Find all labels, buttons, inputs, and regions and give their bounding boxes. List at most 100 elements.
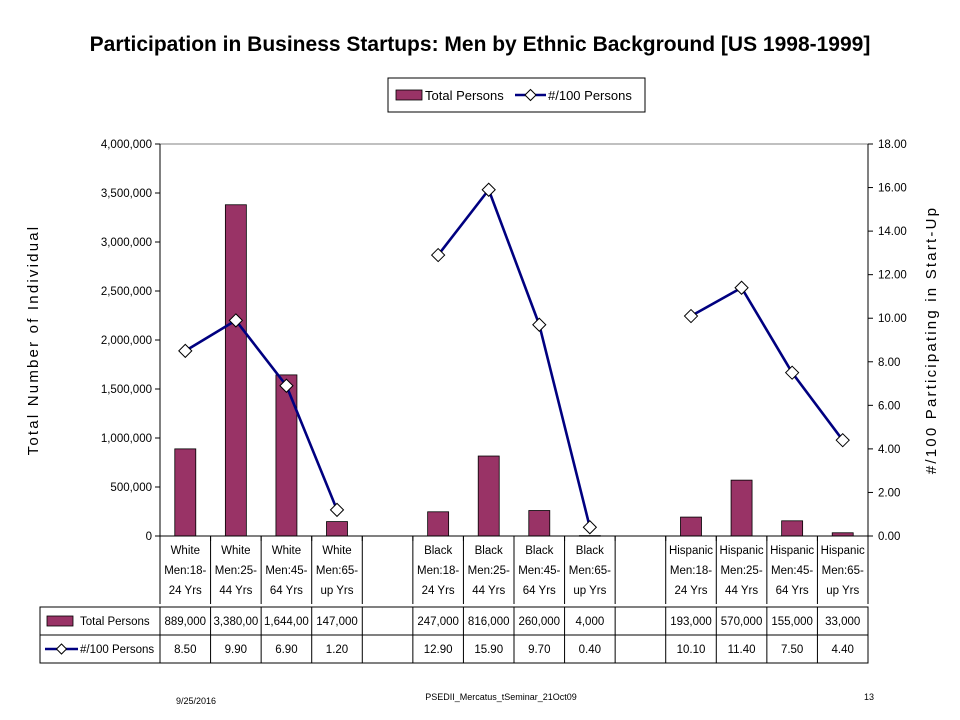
y-left-tick-label: 2,500,000 <box>101 286 152 298</box>
category-label: Men:65- <box>316 565 358 577</box>
footer-page-number: 13 <box>864 692 874 702</box>
y-left-tick-label: 3,500,000 <box>101 188 152 200</box>
point-marker <box>582 520 598 535</box>
point-marker <box>228 313 244 328</box>
category-label: 44 Yrs <box>219 585 252 597</box>
data-label: 9.90 <box>225 644 247 656</box>
data-label: 4,000 <box>575 616 604 628</box>
bar <box>326 521 348 537</box>
y-right-tick-label: 2.00 <box>878 487 900 499</box>
data-label: 15.90 <box>474 644 503 656</box>
category-label: Black <box>576 545 604 557</box>
legend-bar-swatch <box>395 89 423 101</box>
data-label: 570,000 <box>721 616 763 628</box>
bar <box>730 479 753 537</box>
category-label: White <box>272 545 301 557</box>
footer-source: PSEDII_Mercatus_tSeminar_21Oct09 <box>425 692 577 702</box>
category-label: Men:65- <box>822 565 864 577</box>
category-label: Men:45- <box>518 565 560 577</box>
data-label: 247,000 <box>417 616 459 628</box>
data-label: 4.40 <box>832 644 854 656</box>
category-labels: White Men:18- 24 Yrs White Men:25- 44 Yrs Whit… <box>159 536 869 604</box>
category-label: Men:18- <box>670 565 712 577</box>
data-label: 889,000 <box>164 616 206 628</box>
data-label: 155,000 <box>771 616 813 628</box>
bar <box>174 448 197 537</box>
data-label: 11.40 <box>728 644 756 656</box>
y-left-tick-label: 0 <box>146 531 152 543</box>
series-line <box>184 319 339 511</box>
y-left-tick-label: 500,000 <box>110 482 152 494</box>
data-table: Total Persons 889,000 3,380,00 1,644,00 147,… <box>39 606 869 664</box>
table-row-header: Total Persons <box>80 616 150 628</box>
category-label: Black <box>475 545 503 557</box>
y-left-tick-label: 2,000,000 <box>101 335 152 347</box>
category-label: Hispanic <box>669 545 713 557</box>
category-label: 24 Yrs <box>169 585 202 597</box>
data-label: 1,644,00 <box>264 616 309 628</box>
y-right-tick-label: 10.00 <box>878 313 907 325</box>
legend-marker-swatch <box>524 88 537 102</box>
point-marker <box>329 502 345 518</box>
point-marker <box>683 308 699 324</box>
point-marker <box>481 182 496 197</box>
bar <box>224 204 247 537</box>
data-label: 147,000 <box>316 616 358 628</box>
point-marker <box>178 343 193 359</box>
category-label: Men:45- <box>265 565 307 577</box>
table-row-header: #/100 Persons <box>80 644 154 656</box>
category-label: 24 Yrs <box>674 585 707 597</box>
point-marker <box>784 365 800 380</box>
category-label: Hispanic <box>821 545 865 557</box>
chart-title: Participation in Business Startups: Men … <box>90 33 871 56</box>
category-label: up Yrs <box>573 585 606 597</box>
bar <box>275 374 298 537</box>
category-label: Men:18- <box>164 565 206 577</box>
data-label: 3,380,00 <box>213 616 258 628</box>
point-marker <box>430 247 446 263</box>
category-label: Black <box>525 545 553 557</box>
data-label: 816,000 <box>468 616 510 628</box>
category-label: 44 Yrs <box>472 585 505 597</box>
y-right-tick-label: 18.00 <box>878 139 907 151</box>
data-label: 10.10 <box>677 644 706 656</box>
table-key-marker <box>55 643 68 655</box>
data-label: 193,000 <box>670 616 712 628</box>
category-label: Men:45- <box>771 565 813 577</box>
category-label: White <box>221 545 250 557</box>
y-left-tick-label: 3,000,000 <box>101 237 152 249</box>
plot-area <box>159 143 869 537</box>
category-label: Men:18- <box>417 565 459 577</box>
y-left-tick-label: 4,000,000 <box>101 139 152 151</box>
table-key-bar-swatch <box>46 615 74 627</box>
legend-label-total-persons: Total Persons <box>425 88 504 103</box>
point-marker <box>279 378 294 393</box>
category-label: 64 Yrs <box>270 585 303 597</box>
y-right-tick-label: 8.00 <box>878 357 900 369</box>
category-label: up Yrs <box>320 585 353 597</box>
legend-label-per-100-persons: #/100 Persons <box>548 88 632 103</box>
point-marker <box>835 432 850 448</box>
y-right-tick-label: 6.00 <box>878 400 900 412</box>
legend: Total Persons #/100 Persons <box>387 77 646 113</box>
y-axis-right-title: #/100 Participating in Start-Up <box>923 206 940 474</box>
point-marker <box>532 317 547 332</box>
data-label: 0.40 <box>579 644 601 656</box>
y-right-tick-label: 16.00 <box>878 183 907 195</box>
bar <box>427 511 450 537</box>
bar <box>680 516 702 537</box>
y-right-tick-label: 4.00 <box>878 444 900 456</box>
category-label: 64 Yrs <box>523 585 556 597</box>
line-series-per-100-persons <box>178 182 850 535</box>
y-left-tick-label: 1,500,000 <box>101 384 152 396</box>
data-label: 9.70 <box>528 644 550 656</box>
data-label: 8.50 <box>174 644 196 656</box>
series-line <box>690 286 844 441</box>
data-label: 6.90 <box>275 644 297 656</box>
category-label: 64 Yrs <box>776 585 809 597</box>
category-label: Hispanic <box>720 545 764 557</box>
y-axis-left-title: Total Number of Individual <box>25 225 42 456</box>
category-label: Men:25- <box>720 565 762 577</box>
bar <box>781 520 804 537</box>
